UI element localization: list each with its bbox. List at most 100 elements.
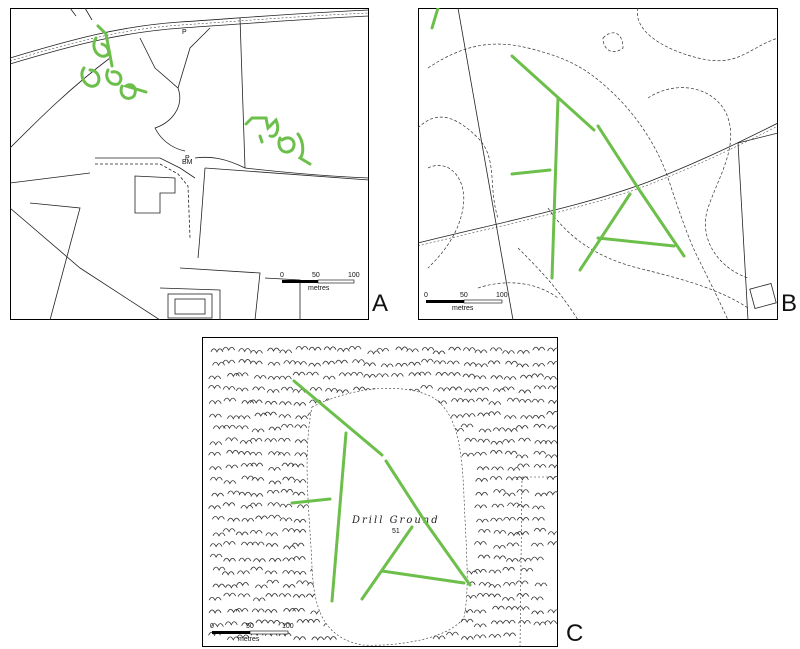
tree-symbol [477, 528, 491, 534]
map-b-linework [418, 8, 778, 320]
tree-symbol [504, 450, 518, 456]
tree-symbol [376, 373, 389, 378]
tree-symbol [209, 476, 223, 482]
panel-label-b: B [781, 290, 798, 317]
tree-symbol [325, 388, 338, 393]
tree-symbol [237, 593, 251, 598]
tree-symbol [530, 542, 544, 548]
tree-symbol [208, 384, 221, 390]
tree-symbol [477, 438, 491, 444]
tree-symbol [518, 437, 531, 443]
tree-symbol [492, 605, 505, 611]
scalebar-tick-50: 50 [246, 623, 254, 630]
tree-symbol [502, 566, 515, 572]
tree-symbol [477, 554, 491, 559]
tree-symbol [363, 362, 376, 367]
tree-symbol [235, 425, 249, 430]
tree-symbol [282, 476, 295, 481]
tree-symbol [338, 372, 352, 377]
tree-symbol [252, 597, 266, 602]
scalebar-tick-50: 50 [312, 272, 320, 279]
tree-symbol [282, 570, 295, 575]
tree-symbol [222, 528, 236, 533]
tree-symbol [311, 636, 325, 641]
tree-symbol [489, 450, 503, 455]
tree-symbol [221, 571, 235, 576]
tree-symbol [250, 350, 263, 355]
tree-symbol [211, 623, 224, 628]
tree-symbol [488, 401, 502, 406]
tree-symbol [475, 491, 489, 497]
panel-label-a: A [372, 290, 389, 317]
tree-symbol [278, 593, 292, 598]
tree-symbol [223, 480, 237, 485]
tree-symbol [477, 412, 491, 417]
tree-symbol [531, 610, 544, 615]
tree-symbol [492, 388, 506, 393]
tree-symbol [490, 620, 504, 625]
tree-symbol [420, 384, 433, 390]
tree-symbol [502, 350, 515, 355]
tree-symbol [533, 527, 547, 533]
tree-symbol [211, 492, 224, 498]
tree-symbol [222, 359, 236, 365]
tree-symbol [268, 480, 282, 485]
tree-symbol [249, 399, 263, 404]
tree-symbol [208, 451, 221, 457]
tree-symbol [280, 386, 294, 392]
map-c-spot-height: 51 [392, 528, 400, 535]
tree-symbol [324, 636, 337, 641]
tree-symbol [488, 569, 502, 574]
tree-symbol [460, 423, 474, 428]
tree-symbol [253, 558, 266, 563]
tree-symbol [297, 504, 310, 509]
tree-symbol [251, 428, 265, 433]
tree-symbol [548, 400, 558, 405]
tree-symbol [530, 596, 544, 601]
tree-symbol [460, 618, 474, 624]
tree-symbol [465, 570, 478, 575]
tree-symbol [251, 477, 265, 482]
tree-symbol [238, 359, 252, 364]
tree-symbol [208, 375, 222, 380]
scalebar-tick-50: 50 [460, 292, 468, 299]
tree-symbol [478, 582, 492, 587]
tree-symbol [292, 607, 305, 613]
tree-symbol [238, 557, 252, 562]
tree-symbol [462, 413, 476, 418]
tree-symbol [253, 375, 267, 380]
map-b-scalebar: 0 50 100 metres [424, 292, 508, 312]
tree-symbol [249, 529, 263, 535]
tree-symbol [265, 593, 279, 598]
tree-symbol [225, 584, 238, 589]
tree-symbol [295, 415, 308, 420]
map-panel-a: BM P P 0 50 100 metres [10, 8, 369, 320]
tree-symbol [292, 371, 306, 377]
scalebar-unit: metres [452, 305, 474, 312]
tree-symbol [532, 346, 546, 352]
tree-symbol [517, 350, 530, 355]
tree-symbol [238, 491, 252, 497]
map-b-contours [418, 8, 778, 320]
tree-symbol [210, 348, 224, 353]
tree-symbol [294, 439, 308, 444]
tree-symbol [462, 398, 475, 404]
tree-symbol [473, 634, 487, 639]
tree-symbol [279, 401, 292, 406]
tree-symbol [264, 400, 278, 406]
tree-symbol [294, 452, 308, 457]
tree-symbol [531, 373, 544, 378]
tree-symbol [547, 385, 558, 390]
tree-symbol [474, 568, 487, 574]
tree-symbol [451, 398, 464, 403]
tree-symbol [266, 489, 280, 495]
tree-symbol [516, 504, 530, 509]
tree-symbol [432, 350, 446, 355]
tree-symbol [240, 541, 254, 547]
tree-symbol [238, 348, 252, 353]
scalebar-tick-100: 100 [348, 272, 360, 279]
tree-symbol [490, 375, 504, 380]
tree-symbol [433, 360, 447, 365]
tree-symbol [212, 583, 226, 588]
tree-symbol [488, 411, 501, 416]
